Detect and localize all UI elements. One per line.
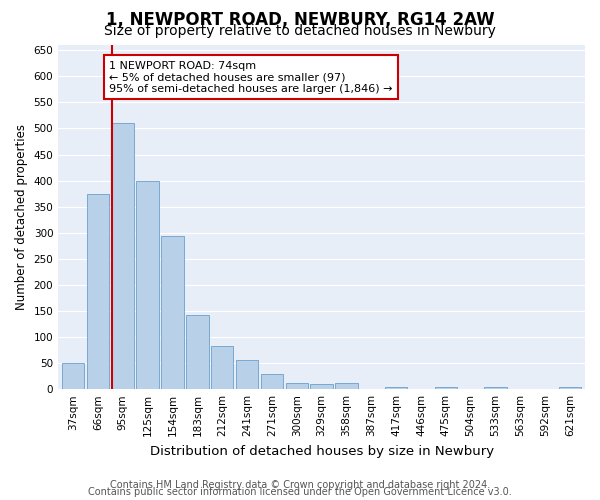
Text: Size of property relative to detached houses in Newbury: Size of property relative to detached ho… (104, 24, 496, 38)
Bar (112, 123, 134, 389)
Bar (385, 386, 407, 389)
Text: 1 NEWPORT ROAD: 74sqm
← 5% of detached houses are smaller (97)
95% of semi-detac: 1 NEWPORT ROAD: 74sqm ← 5% of detached h… (109, 60, 392, 94)
Bar (310, 384, 333, 389)
Bar (434, 386, 457, 389)
Bar (186, 314, 209, 389)
Bar (211, 346, 233, 389)
Text: 1, NEWPORT ROAD, NEWBURY, RG14 2AW: 1, NEWPORT ROAD, NEWBURY, RG14 2AW (106, 11, 494, 29)
X-axis label: Distribution of detached houses by size in Newbury: Distribution of detached houses by size … (149, 444, 494, 458)
Text: Contains HM Land Registry data © Crown copyright and database right 2024.: Contains HM Land Registry data © Crown c… (110, 480, 490, 490)
Bar (286, 384, 308, 389)
Bar (335, 384, 358, 389)
Y-axis label: Number of detached properties: Number of detached properties (15, 124, 28, 310)
Bar (161, 236, 184, 389)
Bar (136, 180, 159, 389)
Bar (260, 374, 283, 389)
Bar (87, 194, 109, 389)
Bar (62, 363, 84, 389)
Bar (559, 386, 581, 389)
Text: Contains public sector information licensed under the Open Government Licence v3: Contains public sector information licen… (88, 487, 512, 497)
Bar (484, 386, 507, 389)
Bar (236, 360, 258, 389)
